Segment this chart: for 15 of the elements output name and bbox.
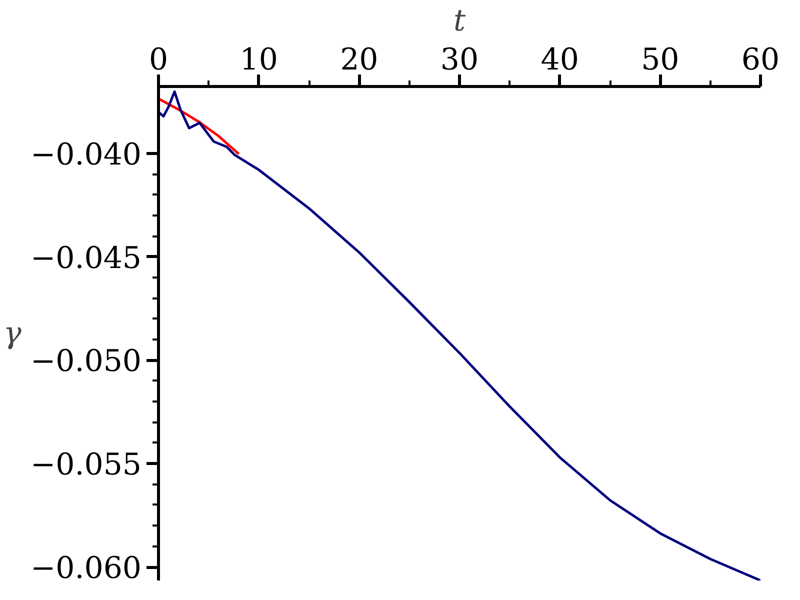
x-tick-label: 30 (440, 42, 479, 78)
y-tick-label: −0.060 (30, 551, 142, 586)
y-axis-title: γ (4, 316, 22, 351)
y-tick-label: −0.045 (30, 240, 142, 276)
x-tick-label: 50 (641, 42, 680, 78)
x-tick-label: 10 (240, 42, 278, 78)
line-series (158, 90, 760, 580)
x-tick-label: 20 (340, 42, 378, 78)
x-tick-label: 40 (540, 42, 579, 78)
x-tick-label: 0 (148, 42, 168, 78)
y-tick-label: −0.050 (30, 344, 142, 380)
y-tick-label: −0.040 (30, 137, 142, 172)
y-tick-label: −0.055 (30, 448, 142, 483)
x-axis-title: t (453, 4, 466, 38)
x-tick-label: 60 (741, 42, 780, 78)
